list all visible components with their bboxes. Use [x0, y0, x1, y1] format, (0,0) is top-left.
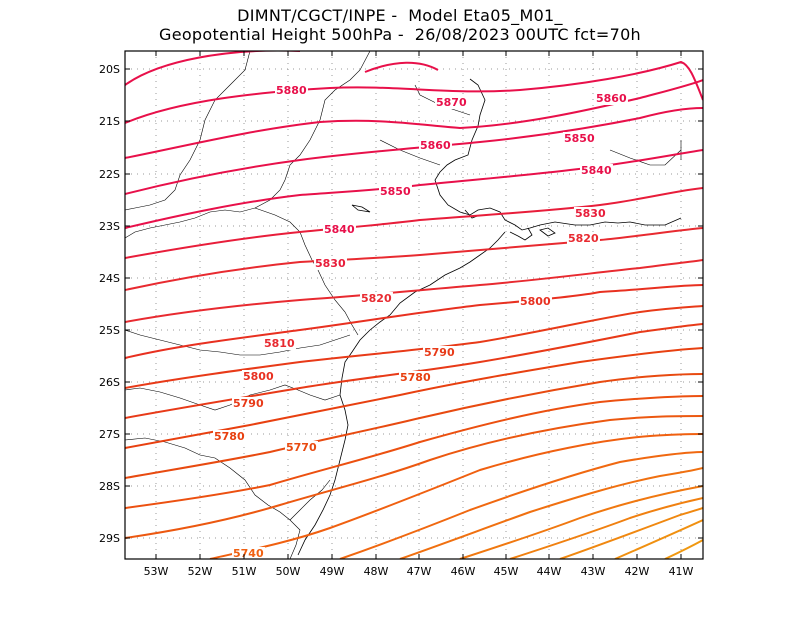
contour-label-5830-west: 5830: [315, 257, 346, 270]
contour-label-5790-east: 5790: [424, 346, 455, 359]
contour-label-bg: [399, 371, 432, 384]
contour-label-bg: [360, 292, 393, 305]
lon-label: 53W: [144, 565, 169, 578]
lat-label: 26S: [99, 376, 120, 389]
lat-label: 25S: [99, 324, 120, 337]
contour-label-5780-east: 5780: [400, 371, 431, 384]
contour-label-5840-east: 5840: [581, 164, 612, 177]
lon-label: 52W: [188, 565, 213, 578]
contour-label-5740: 5740: [233, 547, 264, 560]
lon-label: 47W: [407, 565, 432, 578]
lat-label: 24S: [99, 272, 120, 285]
contour-label-5800-east: 5800: [520, 295, 551, 308]
contour-label-5830-east: 5830: [575, 207, 606, 220]
contour-label-bg: [232, 547, 265, 560]
map-title-line2: Geopotential Height 500hPa - 26/08/2023 …: [159, 25, 641, 44]
map-title-line1: DIMNT/CGCT/INPE - Model Eta05_M01_: [237, 6, 563, 25]
contour-label-5860-west: 5860: [420, 139, 451, 152]
contour-label-bg: [595, 92, 628, 105]
contour-label-bg: [314, 257, 347, 270]
lon-label: 41W: [669, 565, 694, 578]
contour-label-bg: [435, 96, 468, 109]
lat-label: 27S: [99, 428, 120, 441]
contour-label-5770: 5770: [286, 441, 317, 454]
contour-label-bg: [213, 430, 246, 443]
lon-label: 46W: [451, 565, 476, 578]
contour-label-bg: [580, 164, 613, 177]
lon-label: 43W: [581, 565, 606, 578]
contour-label-5850-east: 5850: [564, 132, 595, 145]
contour-label-bg: [285, 441, 318, 454]
lat-label: 20S: [99, 63, 120, 76]
lat-label: 29S: [99, 532, 120, 545]
lat-label: 22S: [99, 168, 120, 181]
contour-label-5840-west: 5840: [324, 223, 355, 236]
contour-label-5810: 5810: [264, 337, 295, 350]
grid: [125, 51, 703, 559]
state-borders: [125, 51, 682, 559]
contour-label-bg: [423, 346, 456, 359]
contour-label-bg: [519, 295, 552, 308]
lon-label: 42W: [625, 565, 650, 578]
contour-labels: 5880 5870 5860 5860 5850 5850 5840 5840 …: [213, 84, 628, 560]
tick-marks: [125, 51, 703, 559]
lon-label: 51W: [232, 565, 257, 578]
lon-label: 50W: [276, 565, 301, 578]
contour-label-5800-west: 5800: [243, 370, 274, 383]
contour-label-bg: [263, 337, 296, 350]
contour-label-5870: 5870: [436, 96, 467, 109]
contour-label-bg: [242, 370, 275, 383]
lon-axis: 53W 52W 51W 50W 49W 48W 47W 46W 45W 44W …: [144, 565, 694, 578]
lat-label: 23S: [99, 220, 120, 233]
contour-label-bg: [323, 223, 356, 236]
lon-label: 44W: [537, 565, 562, 578]
contour-label-5860-east: 5860: [596, 92, 627, 105]
contour-label-bg: [379, 185, 412, 198]
contour-label-5820-west: 5820: [361, 292, 392, 305]
contour-label-bg: [419, 139, 452, 152]
contour-label-5780-west: 5780: [214, 430, 245, 443]
lat-label: 21S: [99, 115, 120, 128]
lon-label: 45W: [494, 565, 519, 578]
contour-label-bg: [275, 84, 308, 97]
lon-label: 49W: [320, 565, 345, 578]
contour-label-5820-east: 5820: [568, 232, 599, 245]
contour-label-bg: [563, 132, 596, 145]
contour-label-5880: 5880: [276, 84, 307, 97]
contour-label-bg: [567, 232, 600, 245]
lat-label: 28S: [99, 480, 120, 493]
lat-axis: 20S 21S 22S 23S 24S 25S 26S 27S 28S 29S: [99, 63, 120, 545]
contour-label-bg: [574, 207, 607, 220]
contour-label-5850-west: 5850: [380, 185, 411, 198]
lon-label: 48W: [364, 565, 389, 578]
contour-label-5790-west: 5790: [233, 397, 264, 410]
plot-frame: [124, 50, 704, 560]
contour-label-bg: [232, 397, 265, 410]
contour-lines: [125, 51, 703, 559]
